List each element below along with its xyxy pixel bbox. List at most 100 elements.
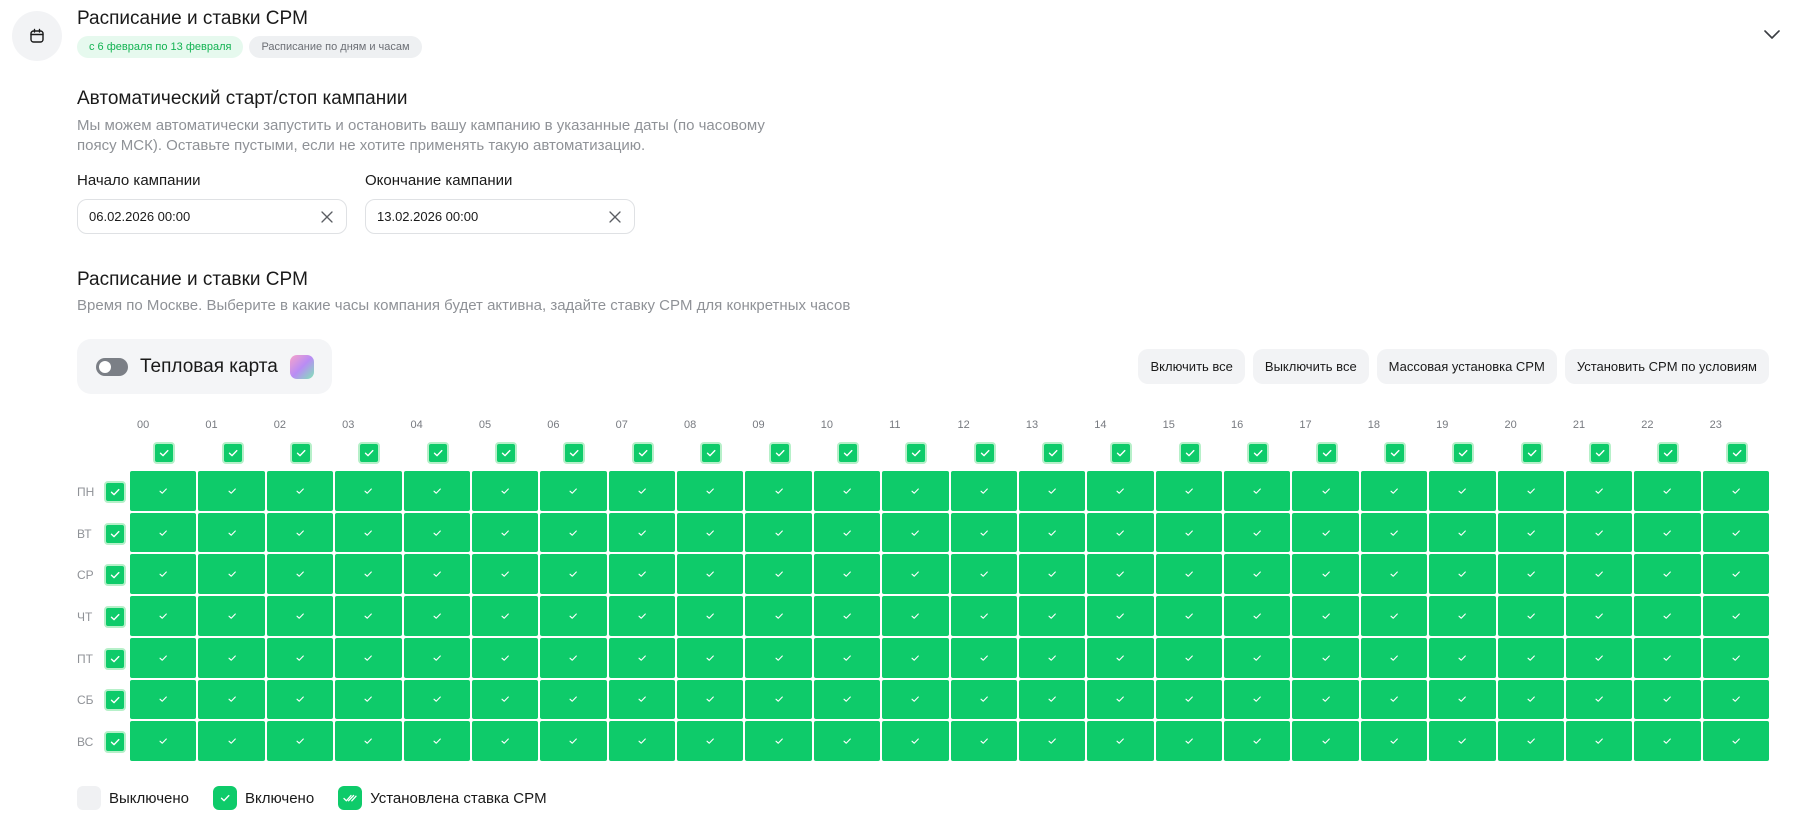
schedule-cell[interactable] — [1497, 471, 1564, 511]
schedule-cell[interactable] — [882, 512, 949, 553]
schedule-cell[interactable] — [266, 637, 334, 678]
schedule-cell[interactable] — [335, 512, 402, 553]
schedule-cell[interactable] — [1224, 721, 1291, 761]
schedule-cell[interactable] — [1702, 512, 1769, 553]
schedule-cell[interactable] — [1224, 637, 1291, 678]
schedule-cell[interactable] — [745, 596, 812, 636]
bulk-cpm-button[interactable]: Массовая установка CPM — [1376, 349, 1557, 384]
schedule-cell[interactable] — [266, 512, 334, 553]
schedule-cell[interactable] — [950, 554, 1017, 595]
schedule-cell[interactable] — [677, 596, 744, 636]
schedule-cell[interactable] — [677, 637, 744, 678]
schedule-cell[interactable] — [1565, 721, 1633, 761]
schedule-cell[interactable] — [1018, 721, 1086, 761]
schedule-cell[interactable] — [1429, 721, 1496, 761]
schedule-cell[interactable] — [813, 596, 881, 636]
schedule-cell[interactable] — [1155, 721, 1222, 761]
schedule-cell[interactable] — [745, 637, 812, 678]
schedule-cell[interactable] — [130, 721, 197, 761]
schedule-cell[interactable] — [1018, 596, 1086, 636]
clear-end-date-button[interactable] — [606, 208, 624, 226]
schedule-cell[interactable] — [608, 596, 675, 636]
schedule-cell[interactable] — [403, 471, 470, 511]
schedule-cell[interactable] — [882, 721, 949, 761]
schedule-cell[interactable] — [1018, 471, 1086, 511]
schedule-cell[interactable] — [1497, 637, 1564, 678]
hour-checkbox[interactable] — [221, 442, 244, 464]
schedule-cell[interactable] — [1497, 512, 1564, 553]
hour-checkbox[interactable] — [631, 442, 654, 464]
schedule-cell[interactable] — [130, 596, 197, 636]
schedule-cell[interactable] — [1087, 554, 1154, 595]
schedule-cell[interactable] — [1018, 637, 1086, 678]
schedule-cell[interactable] — [950, 596, 1017, 636]
schedule-cell[interactable] — [540, 679, 607, 720]
hour-checkbox[interactable] — [973, 442, 996, 464]
schedule-cell[interactable] — [1292, 679, 1359, 720]
enable-all-button[interactable]: Включить все — [1138, 349, 1245, 384]
start-date-input[interactable] — [89, 209, 309, 224]
schedule-cell[interactable] — [1087, 596, 1154, 636]
collapse-button[interactable] — [1754, 19, 1790, 49]
schedule-cell[interactable] — [1224, 512, 1291, 553]
schedule-cell[interactable] — [1018, 554, 1086, 595]
schedule-cell[interactable] — [403, 512, 470, 553]
schedule-cell[interactable] — [677, 512, 744, 553]
day-checkbox[interactable] — [104, 647, 126, 670]
schedule-cell[interactable] — [335, 679, 402, 720]
hour-checkbox[interactable] — [1725, 442, 1748, 464]
schedule-cell[interactable] — [1702, 721, 1769, 761]
schedule-cell[interactable] — [198, 596, 265, 636]
schedule-cell[interactable] — [1634, 471, 1701, 511]
schedule-cell[interactable] — [198, 471, 265, 511]
schedule-cell[interactable] — [540, 512, 607, 553]
schedule-cell[interactable] — [540, 721, 607, 761]
schedule-cell[interactable] — [1360, 721, 1428, 761]
schedule-cell[interactable] — [471, 512, 539, 553]
day-checkbox[interactable] — [104, 522, 126, 545]
schedule-cell[interactable] — [266, 679, 334, 720]
hour-checkbox[interactable] — [1520, 442, 1543, 464]
schedule-cell[interactable] — [1292, 637, 1359, 678]
schedule-cell[interactable] — [1634, 596, 1701, 636]
schedule-cell[interactable] — [1155, 679, 1222, 720]
schedule-cell[interactable] — [1292, 471, 1359, 511]
schedule-cell[interactable] — [1087, 679, 1154, 720]
schedule-cell[interactable] — [1087, 637, 1154, 678]
schedule-cell[interactable] — [471, 596, 539, 636]
hour-checkbox[interactable] — [1383, 442, 1406, 464]
schedule-cell[interactable] — [1087, 721, 1154, 761]
day-checkbox[interactable] — [104, 480, 126, 503]
day-checkbox[interactable] — [104, 564, 126, 587]
schedule-cell[interactable] — [540, 637, 607, 678]
schedule-cell[interactable] — [1224, 554, 1291, 595]
schedule-cell[interactable] — [403, 721, 470, 761]
schedule-cell[interactable] — [335, 637, 402, 678]
schedule-cell[interactable] — [130, 512, 197, 553]
schedule-cell[interactable] — [745, 679, 812, 720]
schedule-cell[interactable] — [1360, 512, 1428, 553]
schedule-cell[interactable] — [677, 554, 744, 595]
schedule-cell[interactable] — [882, 471, 949, 511]
schedule-cell[interactable] — [1087, 512, 1154, 553]
schedule-cell[interactable] — [130, 679, 197, 720]
schedule-cell[interactable] — [1155, 471, 1222, 511]
schedule-cell[interactable] — [1634, 554, 1701, 595]
hour-checkbox[interactable] — [563, 442, 586, 464]
schedule-cell[interactable] — [130, 637, 197, 678]
hour-checkbox[interactable] — [358, 442, 381, 464]
schedule-cell[interactable] — [403, 554, 470, 595]
schedule-cell[interactable] — [1360, 554, 1428, 595]
schedule-cell[interactable] — [1634, 637, 1701, 678]
heatmap-toggle[interactable] — [96, 357, 128, 376]
schedule-cell[interactable] — [1360, 679, 1428, 720]
schedule-cell[interactable] — [540, 596, 607, 636]
schedule-cell[interactable] — [950, 679, 1017, 720]
hour-checkbox[interactable] — [905, 442, 928, 464]
hour-checkbox[interactable] — [768, 442, 791, 464]
schedule-cell[interactable] — [1429, 512, 1496, 553]
schedule-cell[interactable] — [198, 554, 265, 595]
schedule-cell[interactable] — [1497, 596, 1564, 636]
schedule-cell[interactable] — [1429, 596, 1496, 636]
schedule-cell[interactable] — [1155, 554, 1222, 595]
